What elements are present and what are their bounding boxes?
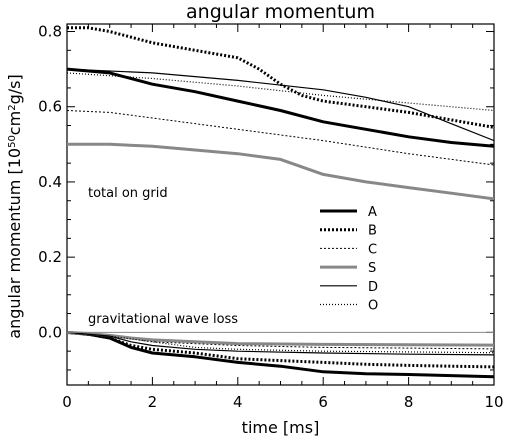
y-tick-label: 0.0 (38, 323, 62, 341)
x-tick-label: 6 (318, 393, 328, 411)
annotation-total-on-grid: total on grid (88, 186, 168, 201)
y-tick-label: 0.6 (38, 98, 62, 116)
series-line-o-gw_loss (67, 331, 494, 354)
series-line-a-gw_loss (67, 330, 494, 379)
plot-lines (67, 26, 494, 379)
x-tick-label: 4 (233, 393, 243, 411)
legend-label-b: B (368, 224, 377, 239)
series-line-s-total (67, 142, 494, 201)
y-tick-label: 0.8 (38, 23, 62, 41)
chart-text: 0 2 4 6 8 10 0.0 0.2 0.4 0.6 0.8 angular momentum ti… (5, 1, 504, 437)
legend-label-o: O (368, 299, 378, 314)
y-tick-label: 0.4 (38, 173, 62, 191)
x-tick-label: 8 (404, 393, 414, 411)
legend-label-c: C (368, 242, 377, 257)
legend-label-a: A (368, 205, 377, 220)
series-line-d-total (67, 68, 494, 142)
y-tick-label: 0.2 (38, 248, 62, 266)
series-line-b-total (67, 26, 494, 129)
series-line-o-total (67, 72, 494, 112)
legend-label-s: S (368, 261, 376, 276)
series-line-b-gw_loss (67, 330, 494, 369)
series-line-a-total (67, 67, 494, 148)
series-line-c-total (67, 110, 494, 166)
y-axis-label: angular momentum [1050cm2g/s] (5, 74, 24, 338)
annotation-gw-loss: gravitational wave loss (88, 312, 238, 327)
x-tick-label: 0 (62, 393, 72, 411)
series-line-d-gw_loss (67, 331, 494, 356)
legend-label-d: D (368, 280, 378, 295)
chart-title: angular momentum (186, 1, 375, 23)
x-tick-label: 10 (484, 393, 503, 411)
series-line-s-gw_loss (67, 330, 494, 347)
x-tick-label: 2 (148, 393, 158, 411)
x-axis-label: time [ms] (242, 418, 320, 437)
axes (66, 23, 495, 386)
